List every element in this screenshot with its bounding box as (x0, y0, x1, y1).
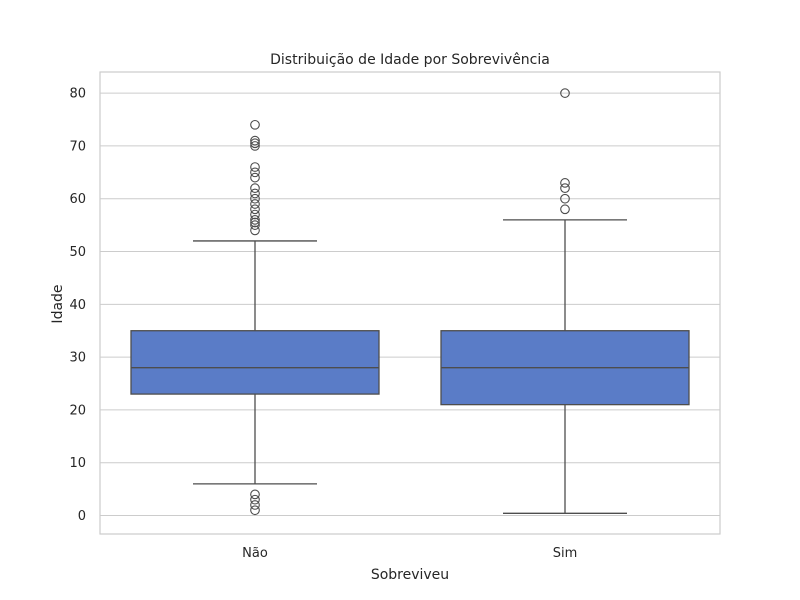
outlier-point (250, 199, 260, 209)
outlier-point (250, 204, 260, 215)
y-tick-label: 0 (78, 509, 86, 524)
y-tick-label: 40 (69, 298, 86, 313)
y-tick-label: 10 (69, 456, 86, 471)
outlier-point (560, 178, 570, 188)
box-group (440, 88, 690, 514)
chart-title: Distribuição de Idade por Sobrevivência (270, 52, 550, 68)
outlier-point (560, 88, 570, 98)
y-tick-label: 80 (69, 87, 86, 102)
outlier-point (560, 204, 570, 215)
plot-frame (99, 71, 721, 535)
outlier-point (250, 489, 260, 500)
x-tick-label: Sim (553, 546, 578, 561)
grid-layer (100, 92, 720, 517)
iqr-box (130, 330, 380, 395)
outlier-point (560, 193, 570, 204)
outlier-point (250, 217, 260, 228)
y-tick-label: 50 (69, 245, 86, 260)
x-axis-label: Sobreviveu (371, 567, 449, 583)
x-tick-label: Não (242, 546, 268, 561)
y-tick-label: 60 (69, 192, 86, 207)
outlier-point (250, 167, 260, 178)
outlier-point (250, 183, 260, 194)
outlier-point (250, 505, 260, 516)
outlier-point (250, 220, 260, 230)
outlier-point (250, 214, 260, 225)
y-tick-label: 20 (69, 403, 86, 418)
outlier-point (250, 188, 260, 199)
outlier-point (250, 500, 260, 510)
outlier-point (250, 225, 260, 236)
outlier-point (250, 135, 260, 146)
box-group (130, 119, 380, 516)
outlier-point (250, 209, 260, 220)
outlier-point (250, 172, 260, 183)
box-layer (130, 88, 690, 516)
y-axis-label: Idade (50, 284, 66, 323)
outlier-point (250, 141, 260, 151)
outlier-point (560, 183, 570, 194)
tick-layer: 0 10 20 30 40 50 60 70 80 Não Sim (69, 87, 577, 561)
outlier-point (250, 494, 260, 505)
outlier-point (250, 193, 260, 204)
y-tick-label: 30 (69, 351, 86, 366)
outlier-point (250, 119, 260, 130)
y-tick-label: 70 (69, 139, 86, 154)
outlier-point (250, 138, 260, 149)
outlier-point (250, 162, 260, 172)
